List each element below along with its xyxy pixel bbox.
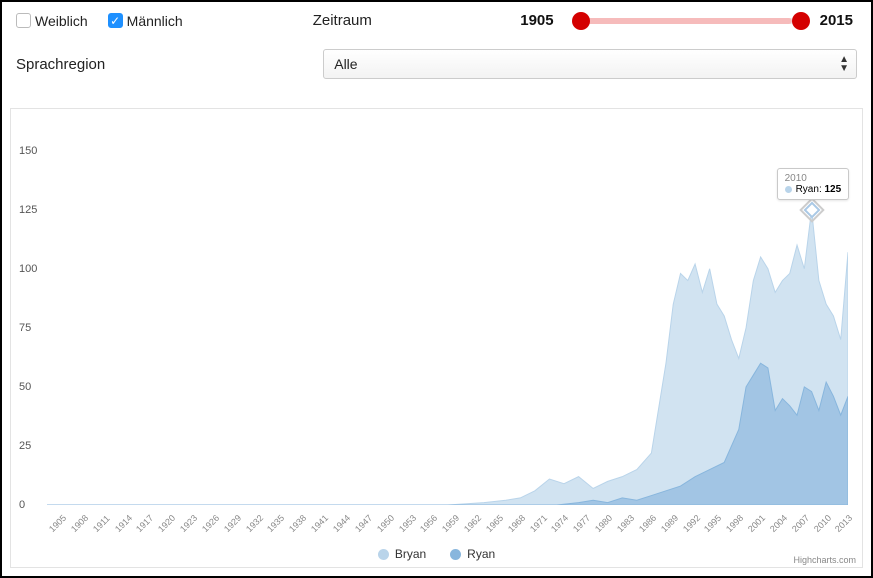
tooltip-year: 2010: [785, 173, 842, 184]
y-tick-label: 75: [19, 322, 31, 334]
x-tick-label: 1965: [484, 513, 505, 534]
x-tick-label: 2001: [746, 513, 767, 534]
checkbox-label-weiblich: Weiblich: [35, 13, 88, 29]
year-min: 1905: [520, 12, 553, 29]
x-tick-label: 1968: [506, 513, 527, 534]
x-tick-label: 1977: [571, 513, 592, 534]
slider-handle-right[interactable]: [792, 12, 810, 30]
x-tick-label: 1989: [659, 513, 680, 534]
tooltip-value: 125: [825, 184, 842, 195]
x-tick-label: 1992: [681, 513, 702, 534]
y-tick-label: 150: [19, 145, 37, 157]
zeitraum-label: Zeitraum: [313, 12, 372, 29]
x-tick-label: 1929: [222, 513, 243, 534]
chart-container: 2010 Ryan: 125 1905190819111914191719201…: [10, 108, 863, 568]
x-tick-label: 2007: [790, 513, 811, 534]
legend-label-bryan: Bryan: [395, 547, 426, 561]
region-select-wrap: Alle ▲▼: [323, 49, 857, 79]
x-tick-label: 1974: [549, 513, 570, 534]
y-tick-label: 25: [19, 440, 31, 452]
region-select[interactable]: Alle: [323, 49, 857, 79]
checkbox-maennlich[interactable]: ✓ Männlich: [108, 13, 183, 29]
legend-item-ryan[interactable]: Ryan: [450, 547, 495, 561]
tooltip-dot-icon: [785, 186, 792, 193]
region-select-value: Alle: [334, 56, 357, 72]
x-tick-label: 1920: [156, 513, 177, 534]
tooltip-series: Ryan: [796, 184, 819, 195]
x-tick-label: 1932: [244, 513, 265, 534]
tooltip-line: Ryan: 125: [785, 184, 842, 195]
tooltip: 2010 Ryan: 125: [777, 168, 850, 200]
x-tick-label: 2004: [768, 513, 789, 534]
x-tick-label: 2013: [833, 513, 854, 534]
app-frame: Weiblich ✓ Männlich Zeitraum 1905 2015 S…: [0, 0, 873, 578]
x-tick-label: 1947: [353, 513, 374, 534]
y-tick-label: 0: [19, 499, 25, 511]
legend: Bryan Ryan: [11, 547, 862, 561]
x-tick-label: 1980: [593, 513, 614, 534]
x-tick-label: 1941: [309, 513, 330, 534]
chevron-updown-icon: ▲▼: [839, 55, 849, 73]
y-tick-label: 100: [19, 263, 37, 275]
x-tick-label: 1908: [69, 513, 90, 534]
x-tick-label: 1917: [134, 513, 155, 534]
plot-area[interactable]: 2010 Ryan: 125: [47, 127, 848, 505]
x-tick-label: 1944: [331, 513, 352, 534]
x-tick-label: 1935: [265, 513, 286, 534]
x-tick-label: 1938: [287, 513, 308, 534]
slider-handle-left[interactable]: [572, 12, 590, 30]
x-tick-label: 1914: [113, 513, 134, 534]
x-tick-label: 1995: [702, 513, 723, 534]
legend-label-ryan: Ryan: [467, 547, 495, 561]
year-max: 2015: [820, 12, 853, 29]
legend-item-bryan[interactable]: Bryan: [378, 547, 426, 561]
checkbox-box-maennlich: ✓: [108, 13, 123, 28]
slider-fill: [581, 18, 793, 24]
x-tick-label: 1971: [528, 513, 549, 534]
controls-row-1: Weiblich ✓ Männlich Zeitraum 1905 2015: [2, 2, 871, 35]
x-tick-label: 1959: [440, 513, 461, 534]
area-chart-svg: [47, 127, 848, 505]
x-tick-label: 1962: [462, 513, 483, 534]
controls-row-2: Sprachregion Alle ▲▼: [2, 35, 871, 89]
credit-link[interactable]: Highcharts.com: [793, 555, 856, 565]
y-tick-label: 125: [19, 204, 37, 216]
checkbox-box-weiblich: [16, 13, 31, 28]
sprachregion-label: Sprachregion: [16, 56, 105, 73]
x-tick-label: 1905: [47, 513, 68, 534]
x-tick-label: 1950: [375, 513, 396, 534]
x-tick-label: 1953: [397, 513, 418, 534]
x-tick-label: 2010: [812, 513, 833, 534]
x-axis-ticks: 1905190819111914191719201923192619291932…: [47, 507, 848, 537]
year-slider[interactable]: [572, 13, 802, 29]
x-tick-label: 1986: [637, 513, 658, 534]
x-tick-label: 1983: [615, 513, 636, 534]
x-tick-label: 1998: [724, 513, 745, 534]
y-tick-label: 50: [19, 381, 31, 393]
checkbox-weiblich[interactable]: Weiblich: [16, 13, 88, 29]
x-tick-label: 1956: [418, 513, 439, 534]
checkbox-label-maennlich: Männlich: [127, 13, 183, 29]
legend-swatch-bryan: [378, 549, 389, 560]
x-tick-label: 1926: [200, 513, 221, 534]
x-tick-label: 1923: [178, 513, 199, 534]
legend-swatch-ryan: [450, 549, 461, 560]
x-tick-label: 1911: [91, 513, 112, 534]
